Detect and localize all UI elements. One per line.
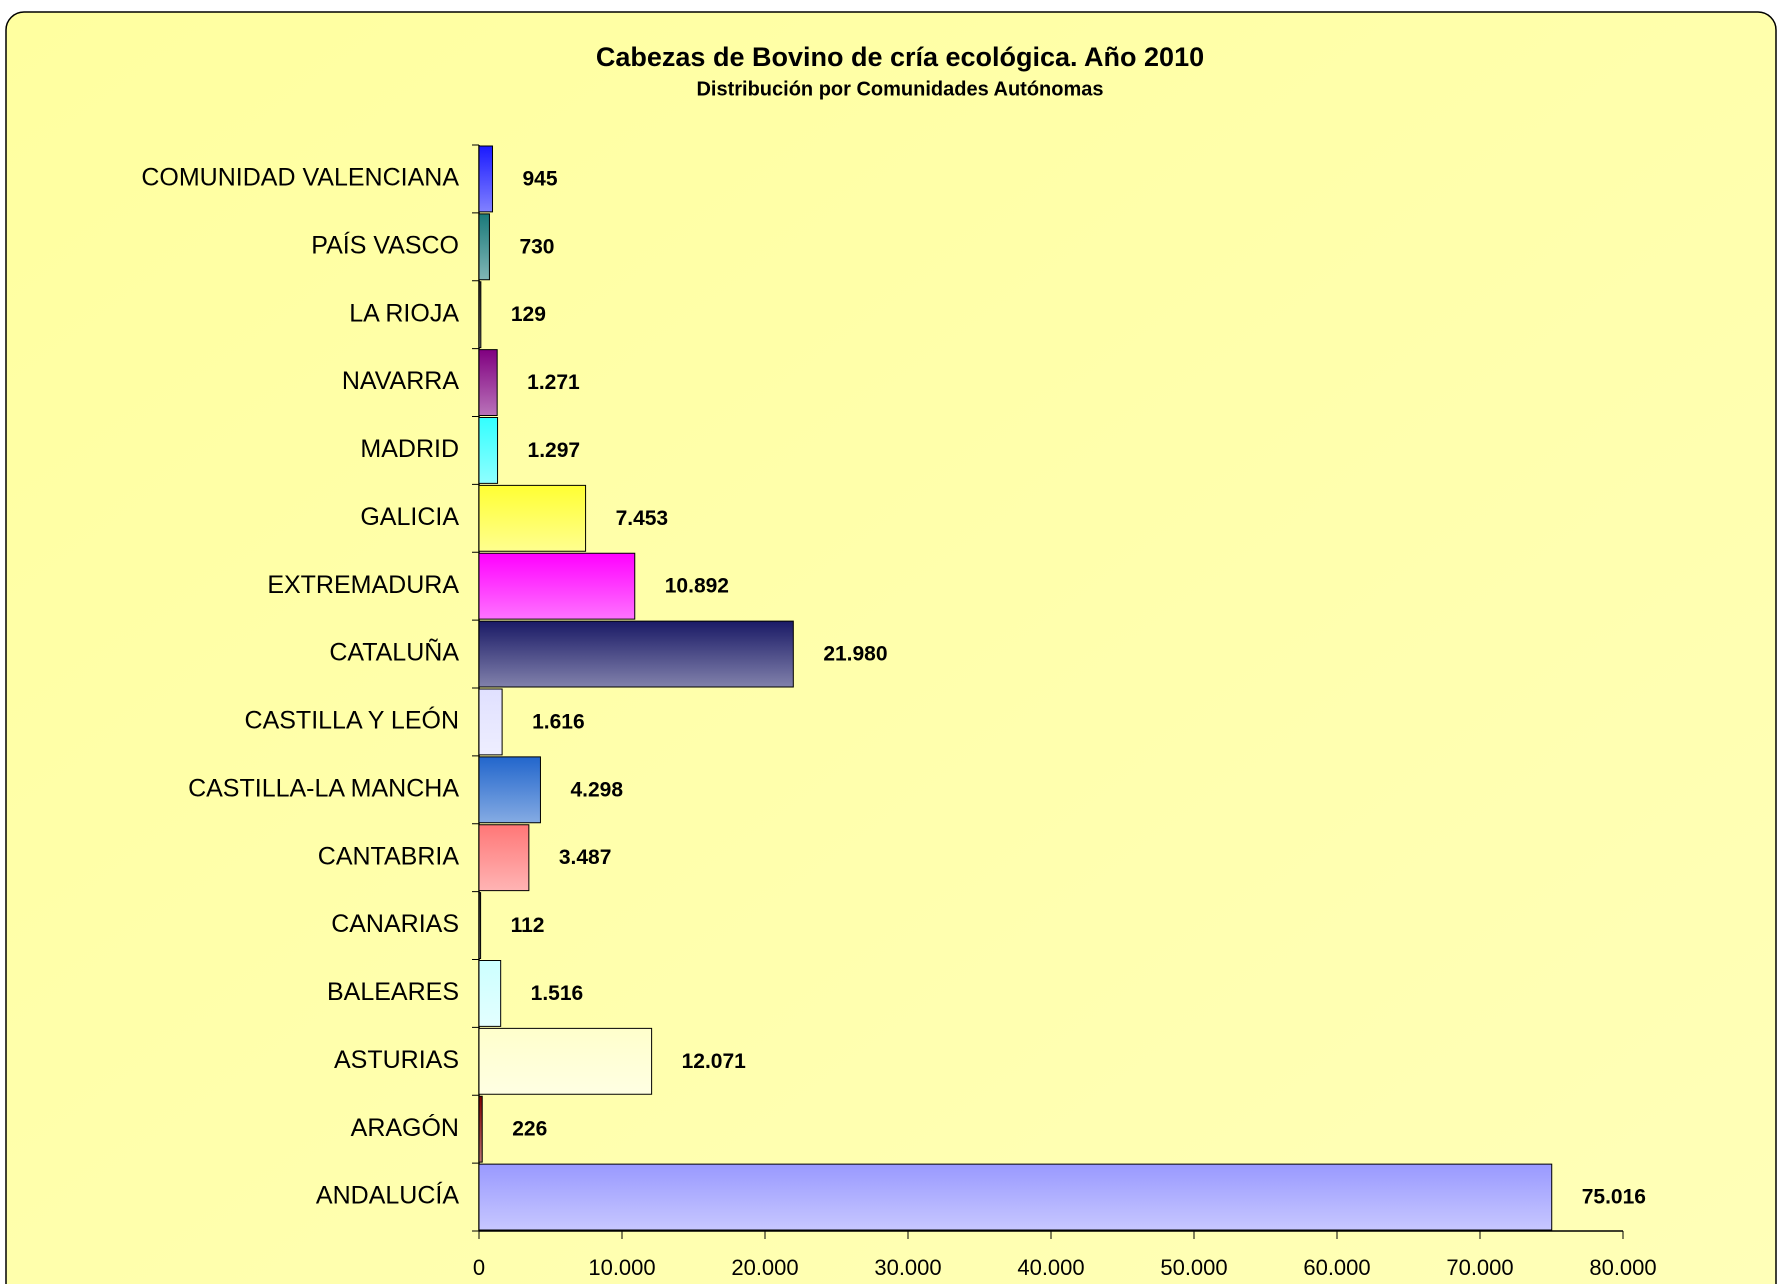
x-tick-label: 20.000 (731, 1255, 798, 1280)
value-label: 226 (512, 1118, 547, 1141)
bar (478, 417, 499, 484)
bar (478, 484, 587, 552)
y-tick-label: CANTABRIA (318, 842, 460, 870)
bar (478, 1163, 1553, 1231)
x-tick-label: 50.000 (1160, 1255, 1227, 1280)
y-tick-label: BALEARES (327, 978, 459, 1006)
y-tick-label: CASTILLA-LA MANCHA (188, 774, 459, 802)
x-tick-label: 10.000 (588, 1255, 655, 1280)
value-label: 730 (519, 235, 554, 258)
bar (478, 688, 503, 756)
y-tick-label: COMUNIDAD VALENCIANA (141, 164, 459, 192)
value-label: 129 (511, 303, 546, 326)
value-label: 12.071 (682, 1050, 747, 1073)
y-tick-label: CANARIAS (331, 910, 459, 938)
value-label: 75.016 (1582, 1186, 1646, 1209)
bar (478, 960, 502, 1027)
value-label: 10.892 (665, 575, 729, 598)
value-label: 1.616 (532, 710, 585, 733)
bar (478, 1095, 483, 1163)
value-label: 1.271 (527, 371, 580, 394)
x-tick-label: 40.000 (1017, 1255, 1084, 1280)
value-label: 945 (523, 167, 558, 190)
x-tick-label: 30.000 (874, 1255, 941, 1280)
x-tick-label: 80.000 (1589, 1255, 1656, 1280)
chart-background (5, 11, 1777, 1284)
chart-title: Cabezas de Bovino de cría ecológica. Año… (596, 42, 1204, 72)
value-label: 1.516 (531, 982, 584, 1005)
y-tick-label: GALICIA (360, 503, 459, 531)
value-label: 4.298 (570, 778, 623, 801)
bar (478, 824, 530, 892)
bar (478, 1027, 653, 1095)
bar (478, 281, 482, 349)
x-tick-label: 70.000 (1446, 1255, 1513, 1280)
y-tick-label: CASTILLA Y LEÓN (245, 706, 459, 735)
bar (478, 756, 541, 824)
y-tick-label: ARAGÓN (351, 1113, 459, 1142)
bar (478, 145, 494, 213)
value-label: 21.980 (823, 643, 887, 666)
bar (478, 892, 482, 959)
y-tick-label: ASTURIAS (334, 1046, 459, 1074)
y-tick-label: LA RIOJA (349, 299, 459, 327)
bar (478, 213, 490, 281)
value-label: 1.297 (528, 439, 581, 462)
x-tick-label: 0 (473, 1255, 485, 1280)
x-tick-label: 60.000 (1303, 1255, 1370, 1280)
y-tick-label: MADRID (360, 435, 459, 463)
bar (478, 552, 636, 620)
value-label: 112 (511, 914, 545, 937)
value-label: 3.487 (559, 846, 612, 869)
y-tick-label: ANDALUCÍA (316, 1181, 459, 1210)
bar (478, 349, 498, 416)
y-tick-label: EXTREMADURA (267, 571, 459, 599)
bar (478, 620, 794, 688)
chart-subtitle: Distribución por Comunidades Autónomas (696, 78, 1103, 100)
value-label: 7.453 (616, 507, 669, 530)
y-tick-label: PAÍS VASCO (311, 230, 459, 259)
y-tick-label: CATALUÑA (329, 638, 459, 667)
y-tick-label: NAVARRA (342, 367, 459, 395)
